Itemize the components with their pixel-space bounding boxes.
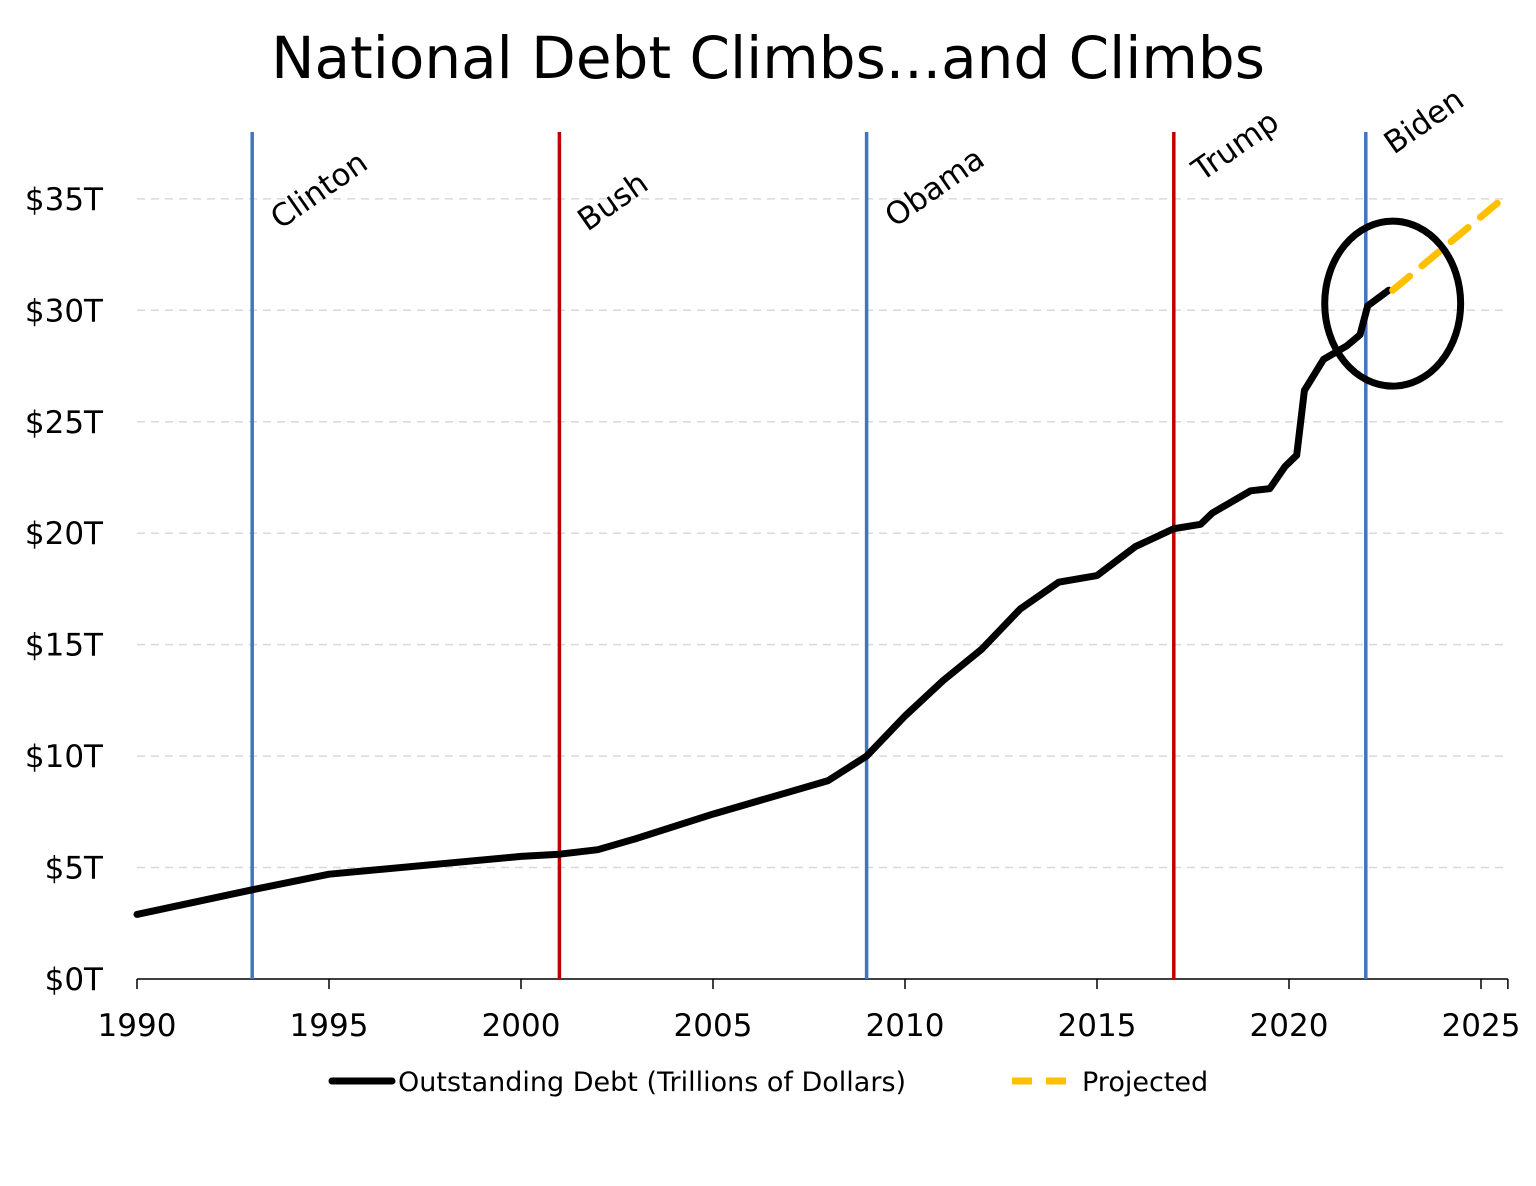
y-tick-label: $10T	[25, 739, 104, 775]
x-tick-label: 2025	[1442, 1008, 1521, 1044]
x-tick-label: 2000	[482, 1008, 561, 1044]
y-tick-label: $35T	[25, 182, 104, 218]
president-label: Bush	[571, 165, 654, 238]
x-tick-label: 2020	[1250, 1008, 1329, 1044]
y-tick-label: $5T	[45, 851, 104, 887]
y-tick-label: $30T	[25, 293, 104, 329]
x-tick-label: 2010	[866, 1008, 945, 1044]
y-tick-label: $15T	[25, 628, 104, 664]
highlight-ellipse	[1321, 217, 1465, 390]
president-label: Biden	[1378, 81, 1471, 161]
president-label: Clinton	[264, 144, 374, 236]
x-tick-label: 2015	[1058, 1008, 1137, 1044]
legend-label: Projected	[1082, 1067, 1208, 1098]
x-tick-label: 1995	[290, 1008, 369, 1044]
series-line	[1389, 190, 1512, 294]
president-label: Trump	[1185, 104, 1286, 190]
x-tick-label: 2005	[674, 1008, 753, 1044]
x-tick-label: 1990	[98, 1008, 177, 1044]
chart-title: National Debt Climbs...and Climbs	[271, 24, 1265, 92]
president-label: Obama	[879, 141, 992, 235]
y-tick-label: $20T	[25, 516, 104, 552]
series-line	[133, 286, 1393, 918]
y-tick-label: $0T	[45, 962, 104, 998]
y-tick-label: $25T	[25, 405, 104, 441]
legend-label: Outstanding Debt (Trillions of Dollars)	[398, 1067, 906, 1098]
